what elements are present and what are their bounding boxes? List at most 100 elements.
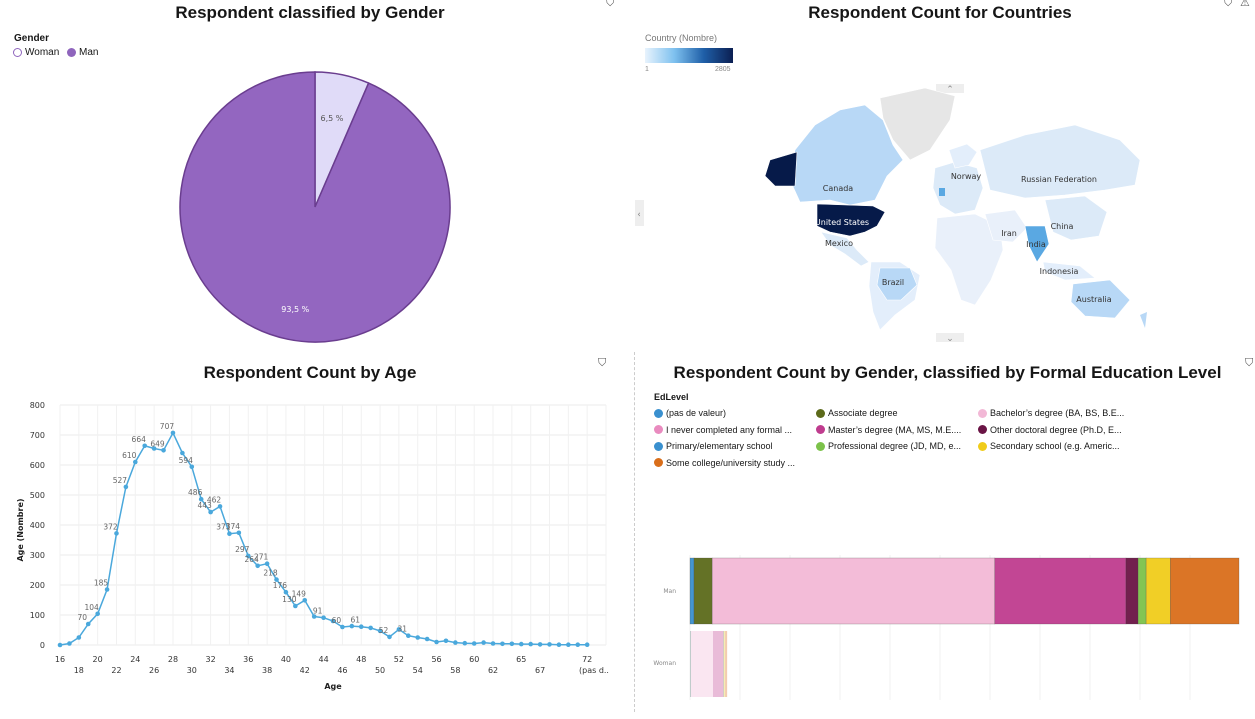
data-point[interactable] xyxy=(114,531,119,536)
data-point[interactable] xyxy=(302,598,308,603)
filter-icon[interactable]: ⛉ xyxy=(606,0,615,9)
country-united-states[interactable] xyxy=(816,203,886,237)
data-point[interactable] xyxy=(340,624,345,630)
bar-segment[interactable] xyxy=(689,557,695,625)
bar-segment[interactable] xyxy=(1145,557,1171,625)
data-point[interactable] xyxy=(123,484,129,490)
data-point[interactable] xyxy=(170,430,176,436)
bar-segment[interactable] xyxy=(1125,557,1139,625)
bar-segment[interactable] xyxy=(690,631,714,697)
filter-icon[interactable]: ⛉ xyxy=(598,357,607,369)
country-greenland[interactable] xyxy=(879,87,956,161)
legend-item[interactable]: Bachelor’s degree (BA, BS, B.E... xyxy=(978,408,1124,418)
data-point[interactable] xyxy=(264,561,270,566)
data-point[interactable] xyxy=(255,563,260,569)
data-point[interactable] xyxy=(57,642,63,648)
pie-slice-man[interactable] xyxy=(179,71,451,343)
country-alaska[interactable] xyxy=(764,151,798,187)
world-map[interactable]: ⌃ ⌄ ‹ Canada United States Mexico Brazil… xyxy=(625,0,1255,345)
country-indonesia[interactable] xyxy=(1042,261,1096,281)
filter-icon[interactable]: ⛉ xyxy=(1224,0,1233,9)
data-point[interactable] xyxy=(198,496,204,502)
data-point[interactable] xyxy=(500,641,505,647)
country-australia[interactable] xyxy=(1070,279,1131,319)
data-point[interactable] xyxy=(151,446,157,451)
bar-segment[interactable] xyxy=(690,631,691,697)
data-point[interactable] xyxy=(349,623,355,629)
data-point[interactable] xyxy=(217,504,223,509)
country-iran[interactable] xyxy=(984,209,1028,243)
legend-item[interactable]: Some college/university study ... xyxy=(654,458,795,468)
legend-item[interactable]: Secondary school (e.g. Americ... xyxy=(978,441,1120,451)
data-point[interactable] xyxy=(67,641,72,646)
data-point[interactable] xyxy=(208,509,213,515)
data-point[interactable] xyxy=(547,642,552,647)
data-point[interactable] xyxy=(528,641,533,647)
data-point[interactable] xyxy=(227,531,232,536)
legend-item[interactable]: Other doctoral degree (Ph.D, E... xyxy=(978,425,1122,435)
map-pan-left-button[interactable] xyxy=(635,200,644,226)
data-point[interactable] xyxy=(161,448,166,453)
legend-item[interactable]: Master’s degree (MA, MS, M.E.... xyxy=(816,425,961,435)
map-pan-down-button[interactable] xyxy=(936,333,964,342)
data-point[interactable] xyxy=(321,615,326,620)
data-point[interactable] xyxy=(481,640,486,645)
data-point[interactable] xyxy=(462,640,468,646)
legend-item[interactable]: Professional degree (JD, MD, e... xyxy=(816,441,961,451)
bar-segment[interactable] xyxy=(690,631,691,697)
data-point[interactable] xyxy=(424,636,430,642)
data-point[interactable] xyxy=(406,633,411,638)
bar-segment[interactable] xyxy=(693,557,713,625)
data-point[interactable] xyxy=(180,450,185,456)
data-point[interactable] xyxy=(142,443,148,449)
bar-segment[interactable] xyxy=(723,631,724,697)
data-point[interactable] xyxy=(95,611,100,617)
country-new-zealand[interactable] xyxy=(1140,312,1147,328)
data-point[interactable] xyxy=(76,635,82,640)
bar-segment[interactable] xyxy=(725,631,728,697)
data-point[interactable] xyxy=(443,638,449,644)
country-china[interactable] xyxy=(1044,195,1108,241)
country-norway[interactable] xyxy=(948,143,978,169)
data-point[interactable] xyxy=(471,641,477,646)
country-canada[interactable] xyxy=(789,104,904,206)
data-point[interactable] xyxy=(377,628,383,634)
data-point[interactable] xyxy=(189,464,195,470)
data-point[interactable] xyxy=(236,530,242,536)
bar-segment[interactable] xyxy=(723,631,725,697)
data-point[interactable] xyxy=(85,621,91,627)
data-point[interactable] xyxy=(537,642,543,647)
legend-item[interactable]: (pas de valeur) xyxy=(654,408,726,418)
legend-item-woman[interactable]: Woman xyxy=(13,47,59,58)
data-point[interactable] xyxy=(368,625,373,631)
country-mexico[interactable] xyxy=(820,231,870,267)
data-point[interactable] xyxy=(453,640,458,645)
data-point[interactable] xyxy=(584,642,590,647)
bar-segment[interactable] xyxy=(994,557,1127,625)
legend-item[interactable]: I never completed any formal ... xyxy=(654,425,792,435)
data-point[interactable] xyxy=(434,639,439,645)
data-point[interactable] xyxy=(566,642,571,647)
data-point[interactable] xyxy=(133,459,138,465)
data-point[interactable] xyxy=(330,618,336,624)
data-point[interactable] xyxy=(293,603,298,609)
data-point[interactable] xyxy=(509,641,515,647)
data-point[interactable] xyxy=(387,634,392,640)
data-point[interactable] xyxy=(518,641,524,647)
legend-item[interactable]: Primary/elementary school xyxy=(654,441,773,451)
data-point[interactable] xyxy=(575,642,581,647)
data-point[interactable] xyxy=(274,577,279,582)
data-point[interactable] xyxy=(490,641,496,646)
country-india[interactable] xyxy=(1024,225,1050,263)
warning-icon[interactable]: ⚠ xyxy=(1240,0,1250,9)
data-point[interactable] xyxy=(104,587,110,592)
country-brazil[interactable] xyxy=(876,267,918,301)
filter-icon[interactable]: ⛉ xyxy=(1245,357,1254,369)
data-point[interactable] xyxy=(556,642,562,647)
bar-segment[interactable] xyxy=(1137,557,1147,625)
map-pan-up-button[interactable] xyxy=(936,84,964,93)
bar-segment[interactable] xyxy=(1170,557,1240,625)
bar-segment[interactable] xyxy=(711,557,996,625)
country-uk[interactable] xyxy=(939,188,945,196)
data-point[interactable] xyxy=(311,614,317,619)
